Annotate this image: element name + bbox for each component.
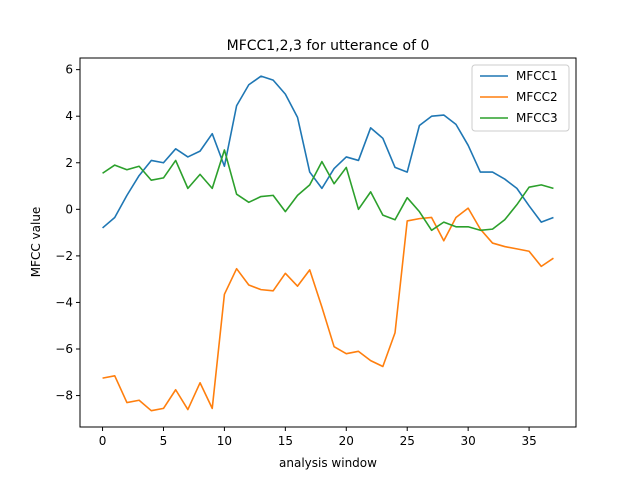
x-tick-label: 10 (217, 434, 232, 448)
x-tick-label: 30 (461, 434, 476, 448)
y-tick-label: 0 (65, 202, 73, 216)
series-line-mfcc3 (102, 149, 554, 232)
x-tick-label: 0 (99, 434, 107, 448)
legend-box (471, 64, 570, 132)
plot-frame (79, 57, 577, 428)
legend-label-mfcc1: MFCC1 (516, 69, 558, 83)
x-tick-label: 20 (339, 434, 354, 448)
x-tick-label: 25 (400, 434, 415, 448)
y-tick-label: −4 (55, 295, 73, 309)
legend-label-mfcc3: MFCC3 (516, 111, 558, 125)
x-axis-label: analysis window (279, 456, 377, 470)
y-tick-label: −6 (55, 342, 73, 356)
x-tick-label: 5 (160, 434, 168, 448)
y-tick-label: −2 (55, 249, 73, 263)
legend-label-mfcc2: MFCC2 (516, 90, 558, 104)
y-tick-label: 2 (65, 156, 73, 170)
x-tick-label: 35 (521, 434, 536, 448)
chart-title: MFCC1,2,3 for utterance of 0 (227, 38, 430, 54)
x-tick-label: 15 (278, 434, 293, 448)
y-tick-label: 6 (65, 63, 73, 77)
legend: MFCC1 MFCC2 MFCC3 (471, 64, 570, 132)
y-tick-label: 4 (65, 109, 73, 123)
y-axis-label: MFCC value (29, 207, 43, 278)
series-group (102, 75, 554, 412)
y-tick-label: −8 (55, 389, 73, 403)
series-line-mfcc1 (102, 75, 554, 229)
ticks: 0 5 10 15 20 25 30 35 −8 −6 −4 −2 0 2 4 6 (55, 63, 536, 448)
series-line-mfcc2 (102, 207, 554, 412)
